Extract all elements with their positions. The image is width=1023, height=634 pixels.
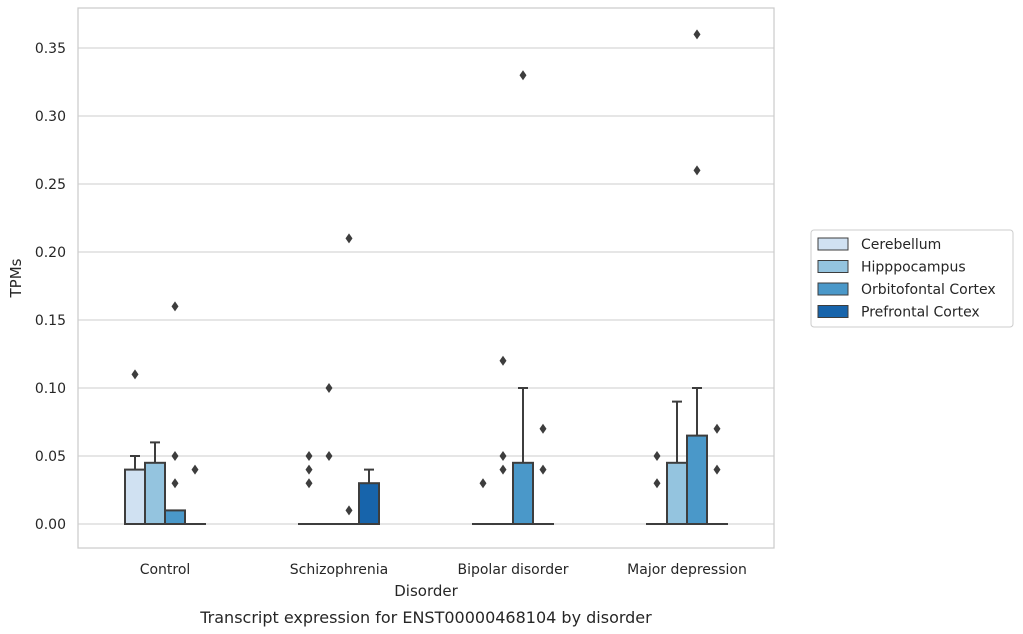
outlier-point	[499, 451, 507, 461]
plot-frame	[77, 7, 775, 549]
legend-swatch	[817, 237, 849, 251]
plot-marks	[124, 29, 728, 526]
outlier-point	[713, 423, 721, 434]
box-group	[144, 441, 166, 525]
outlier-point	[479, 478, 487, 489]
outlier-point	[305, 451, 313, 461]
box-group	[686, 29, 708, 526]
outlier-point	[539, 423, 547, 434]
outlier-point	[693, 165, 701, 176]
y-axis-title: TPMs	[7, 258, 25, 298]
outlier-point	[519, 70, 527, 81]
outlier-point	[305, 478, 313, 489]
y-tick-label: 0.15	[35, 313, 66, 329]
legend-label: Cerebellum	[861, 237, 941, 253]
legend-label: Prefrontal Cortex	[861, 305, 980, 321]
legend-label: Orbitofontal Cortex	[861, 282, 996, 298]
box-group	[338, 233, 360, 526]
y-tick-label: 0.35	[35, 41, 66, 57]
box-group	[358, 468, 380, 526]
x-tick-label: Schizophrenia	[290, 562, 388, 578]
box	[358, 482, 380, 526]
y-tick-label: 0.25	[35, 177, 66, 193]
y-tick-label: 0.30	[35, 109, 66, 125]
box-group	[492, 355, 514, 526]
outlier-point	[693, 29, 701, 40]
legend-swatch	[817, 260, 849, 273]
outlier-point	[653, 451, 661, 461]
box-group	[646, 451, 668, 526]
box	[686, 434, 708, 526]
outlier-point	[713, 464, 721, 475]
outlier-point	[171, 478, 179, 489]
box-group	[124, 369, 146, 526]
outlier-point	[345, 505, 353, 516]
legend-label: Hipppocampus	[861, 260, 966, 276]
legend-items: Cerebellum Hipppocampus Orbitofontal Corte…	[817, 237, 996, 321]
gridlines	[78, 47, 774, 525]
outlier-point	[325, 383, 333, 393]
box-group	[164, 301, 186, 525]
x-axis-ticks: Control Schizophrenia Bipolar disorder Majo…	[140, 562, 747, 578]
legend-frame	[810, 229, 1014, 328]
box-group	[666, 400, 688, 525]
legend-swatch	[817, 305, 849, 318]
legend: Cerebellum Hipppocampus Orbitofontal Corte…	[810, 229, 1014, 328]
box-group	[512, 70, 534, 525]
outlier-point	[539, 464, 547, 475]
box-group	[184, 464, 206, 526]
box	[512, 461, 534, 525]
y-tick-label: 0.20	[35, 245, 66, 261]
outlier-point	[499, 464, 507, 475]
outlier-point	[325, 451, 333, 461]
outlier-point	[171, 301, 179, 312]
chart-caption: Transcript expression for ENST0000046810…	[199, 608, 652, 627]
box-group	[706, 423, 728, 526]
box	[124, 468, 146, 526]
outlier-point	[345, 233, 353, 244]
box	[666, 461, 688, 525]
box-group	[318, 383, 340, 526]
y-tick-label: 0.05	[35, 449, 66, 465]
outlier-point	[131, 369, 139, 380]
outlier-point	[191, 464, 199, 475]
y-axis-ticks: 0.00 0.05 0.10 0.15 0.20 0.25 0.30 0.35	[35, 41, 66, 533]
box-group	[298, 451, 320, 526]
x-tick-label: Bipolar disorder	[457, 562, 568, 578]
y-tick-label: 0.10	[35, 381, 66, 397]
y-tick-label: 0.00	[35, 517, 66, 533]
x-axis-title: Disorder	[394, 582, 458, 600]
x-tick-label: Control	[140, 562, 191, 578]
box-group	[472, 478, 494, 526]
box-group	[532, 423, 554, 526]
box	[144, 461, 166, 525]
outlier-point	[305, 464, 313, 475]
box	[164, 509, 186, 525]
x-tick-label: Major depression	[627, 562, 747, 578]
outlier-point	[653, 478, 661, 489]
outlier-point	[171, 451, 179, 461]
legend-swatch	[817, 282, 849, 296]
outlier-point	[499, 355, 507, 366]
